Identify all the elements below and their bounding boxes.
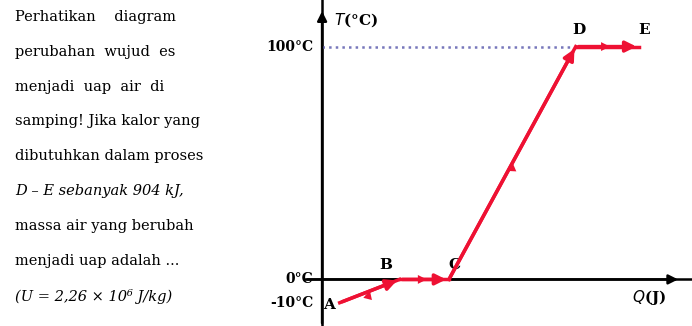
Text: dibutuhkan dalam proses: dibutuhkan dalam proses <box>15 149 203 163</box>
Text: D – E sebanyak 904 kJ,: D – E sebanyak 904 kJ, <box>15 184 184 198</box>
Text: samping! Jika kalor yang: samping! Jika kalor yang <box>15 114 200 128</box>
Text: B: B <box>379 259 392 273</box>
Text: E: E <box>639 23 650 37</box>
Text: D: D <box>573 23 586 37</box>
Text: menjadi  uap  air  di: menjadi uap air di <box>15 80 165 94</box>
Text: C: C <box>448 259 460 273</box>
Text: Perhatikan    diagram: Perhatikan diagram <box>15 10 176 24</box>
Text: -10°C: -10°C <box>270 296 313 310</box>
Text: $T$(°C): $T$(°C) <box>334 11 379 29</box>
Text: A: A <box>323 298 335 312</box>
Text: 100°C: 100°C <box>266 39 313 53</box>
Text: (U = 2,26 × 10⁶ J/kg): (U = 2,26 × 10⁶ J/kg) <box>15 289 172 304</box>
Text: menjadi uap adalah ...: menjadi uap adalah ... <box>15 254 180 268</box>
Text: 0°C: 0°C <box>286 273 313 287</box>
Text: perubahan  wujud  es: perubahan wujud es <box>15 45 176 59</box>
Text: massa air yang berubah: massa air yang berubah <box>15 219 194 233</box>
Text: $Q$(J): $Q$(J) <box>632 288 666 306</box>
